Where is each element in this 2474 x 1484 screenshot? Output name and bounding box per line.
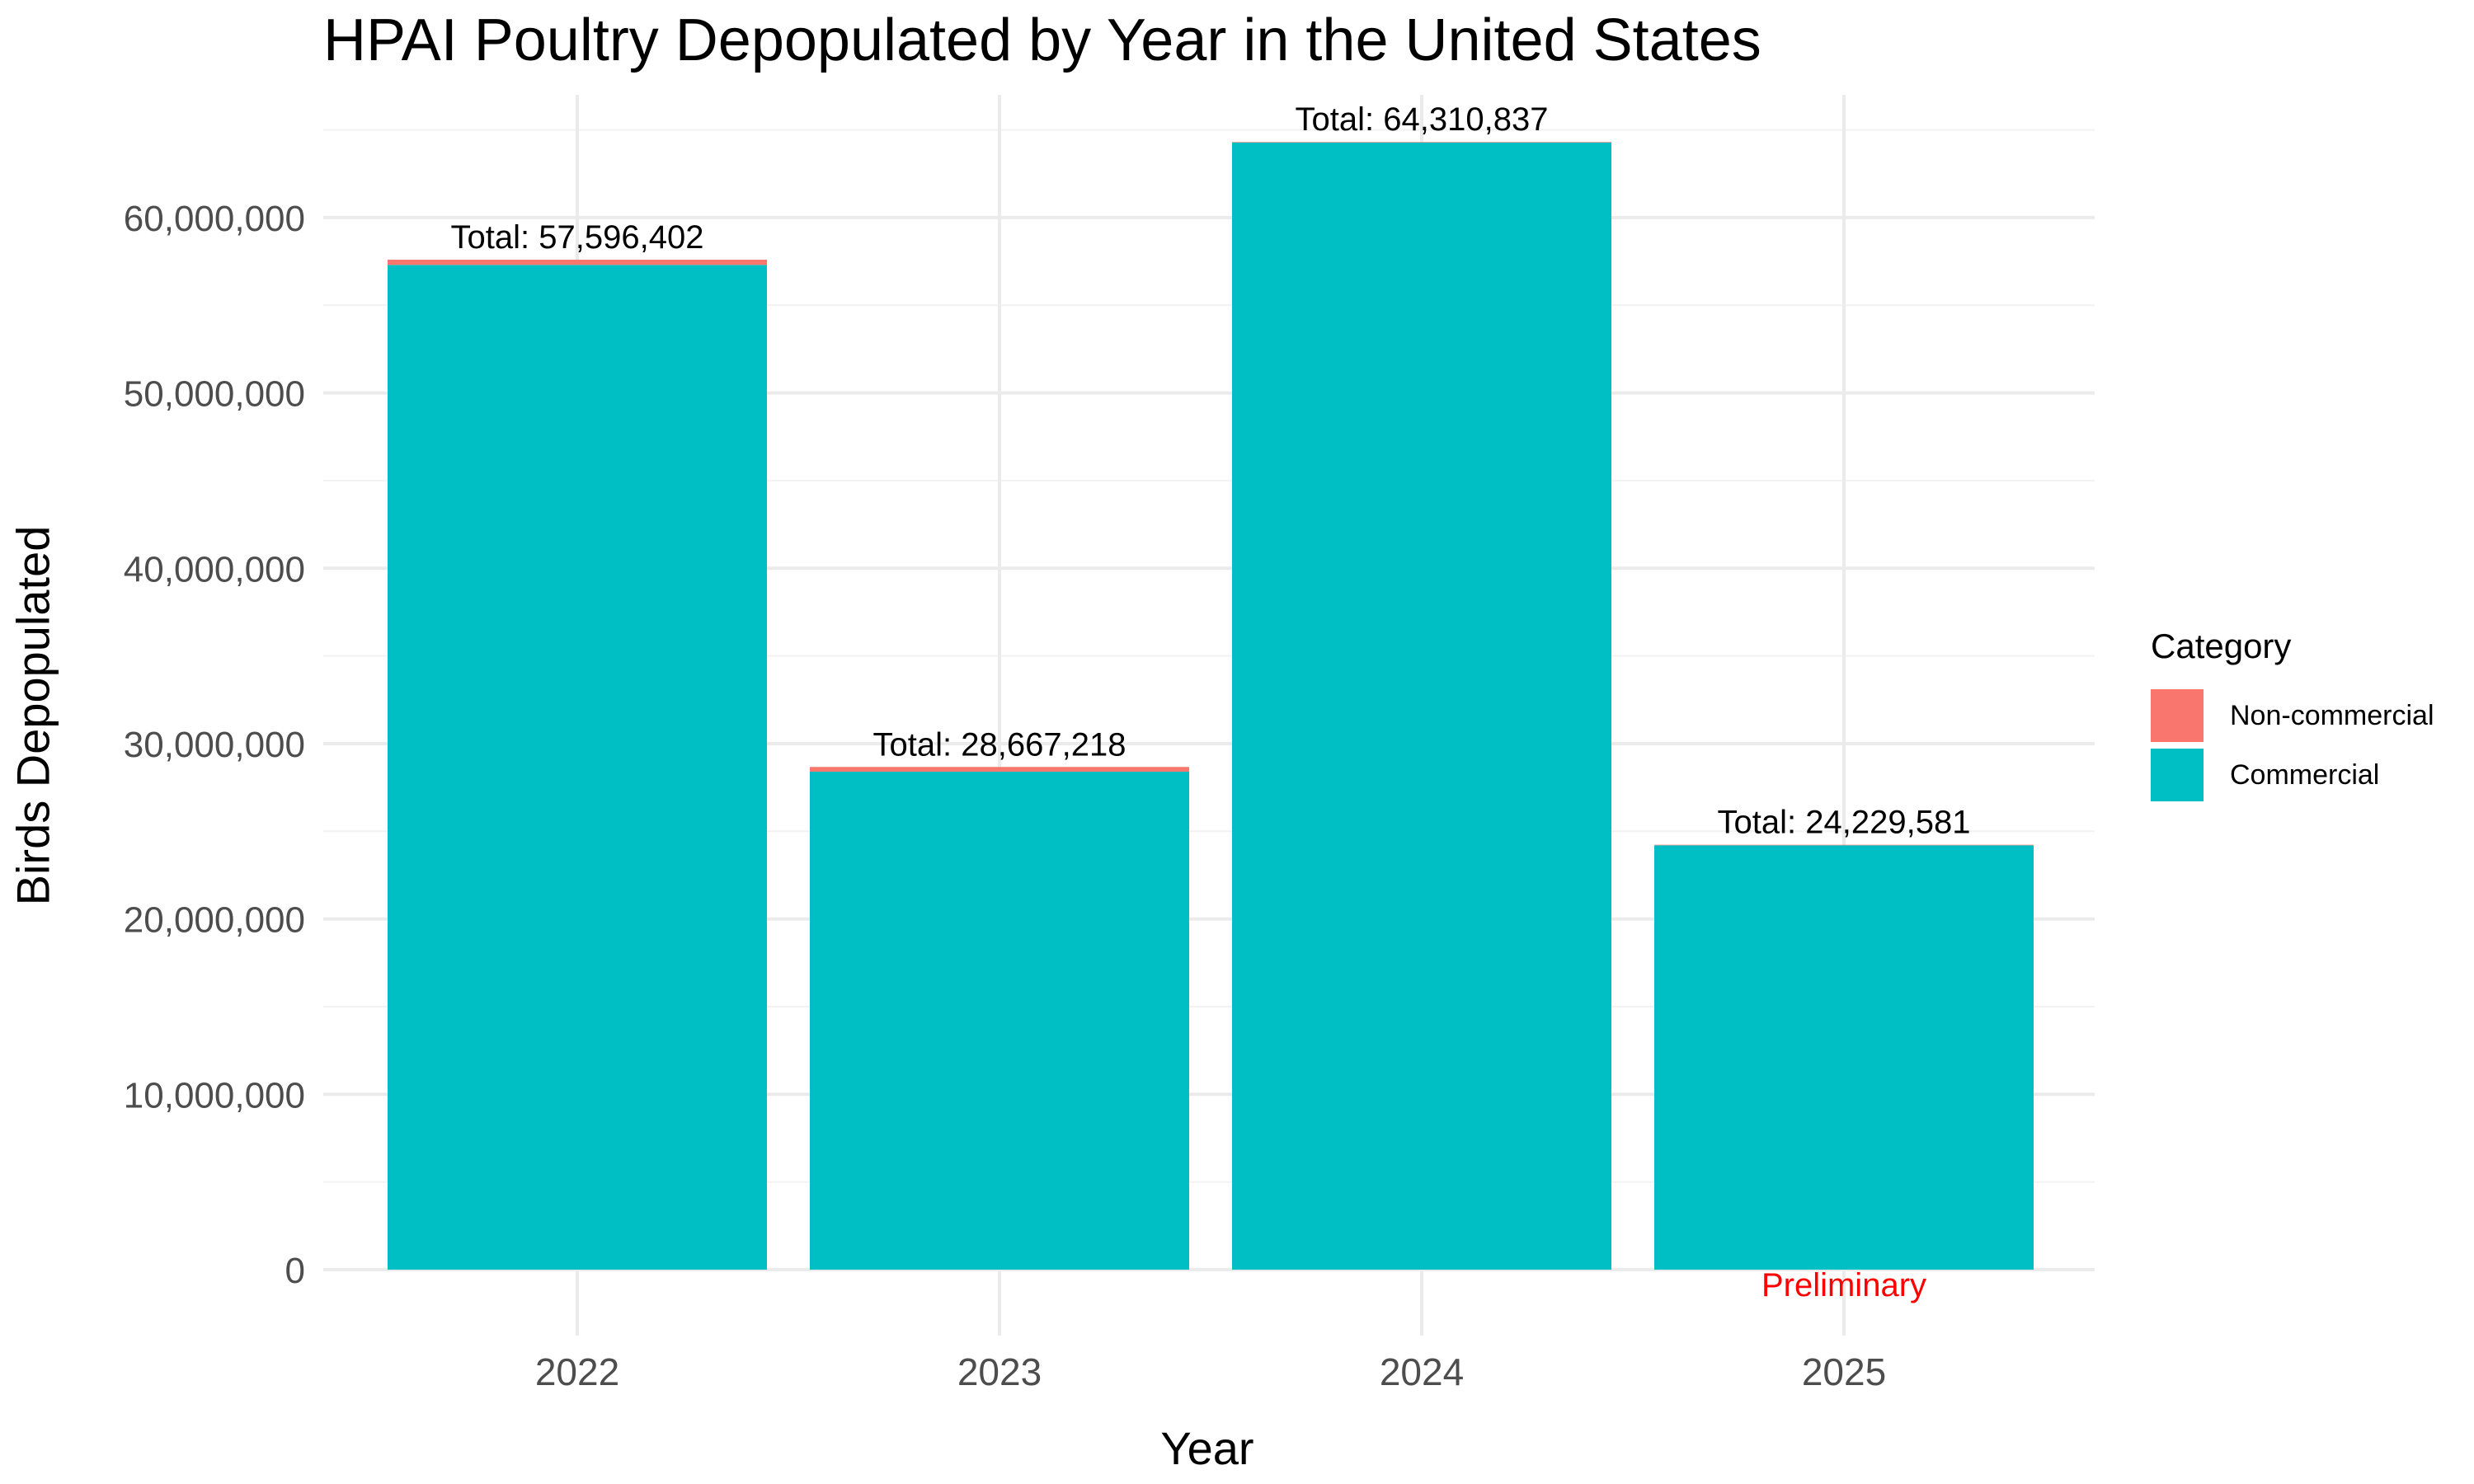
legend-item-commercial: Commercial — [2151, 745, 2434, 805]
y-tick-label: 30,000,000 — [124, 725, 305, 765]
bar-commercial-2022 — [388, 265, 767, 1270]
annotation-preliminary: Preliminary — [1761, 1267, 1926, 1303]
total-label: Total: 24,229,581 — [1718, 805, 1971, 841]
x-tick-label: 2022 — [535, 1350, 619, 1393]
y-tick-label: 60,000,000 — [124, 199, 305, 239]
bar-commercial-2025 — [1654, 845, 2034, 1270]
legend-item-non-commercial: Non-commercial — [2151, 686, 2434, 745]
legend-swatch-non-commercial — [2151, 689, 2204, 742]
y-tick-label: 20,000,000 — [124, 900, 305, 941]
bar-commercial-2024 — [1232, 142, 1611, 1270]
y-tick-label: 0 — [285, 1251, 305, 1291]
legend: Category Non-commercial Commercial — [2151, 627, 2434, 805]
legend-label-non-commercial: Non-commercial — [2230, 699, 2434, 731]
bar-non-commercial-2022 — [388, 260, 767, 265]
bar-commercial-2023 — [810, 771, 1189, 1270]
chart-title: HPAI Poultry Depopulated by Year in the … — [323, 7, 1761, 73]
bar-non-commercial-2024 — [1232, 142, 1611, 143]
x-tick-label: 2025 — [1802, 1350, 1886, 1393]
bar-non-commercial-2023 — [810, 767, 1189, 772]
x-tick-label: 2023 — [957, 1350, 1042, 1393]
legend-swatch-commercial — [2151, 749, 2204, 801]
legend-title: Category — [2151, 627, 2292, 665]
bar-non-commercial-2025 — [1654, 844, 2034, 846]
total-label: Total: 64,310,837 — [1296, 101, 1549, 138]
y-tick-label: 40,000,000 — [124, 549, 305, 589]
y-tick-label: 50,000,000 — [124, 374, 305, 415]
total-label: Total: 28,667,218 — [873, 726, 1126, 763]
total-label: Total: 57,596,402 — [451, 219, 704, 256]
x-axis-label: Year — [1160, 1422, 1254, 1474]
legend-label-commercial: Commercial — [2230, 758, 2380, 791]
y-tick-label: 10,000,000 — [124, 1075, 305, 1115]
x-tick-label: 2024 — [1380, 1350, 1464, 1393]
